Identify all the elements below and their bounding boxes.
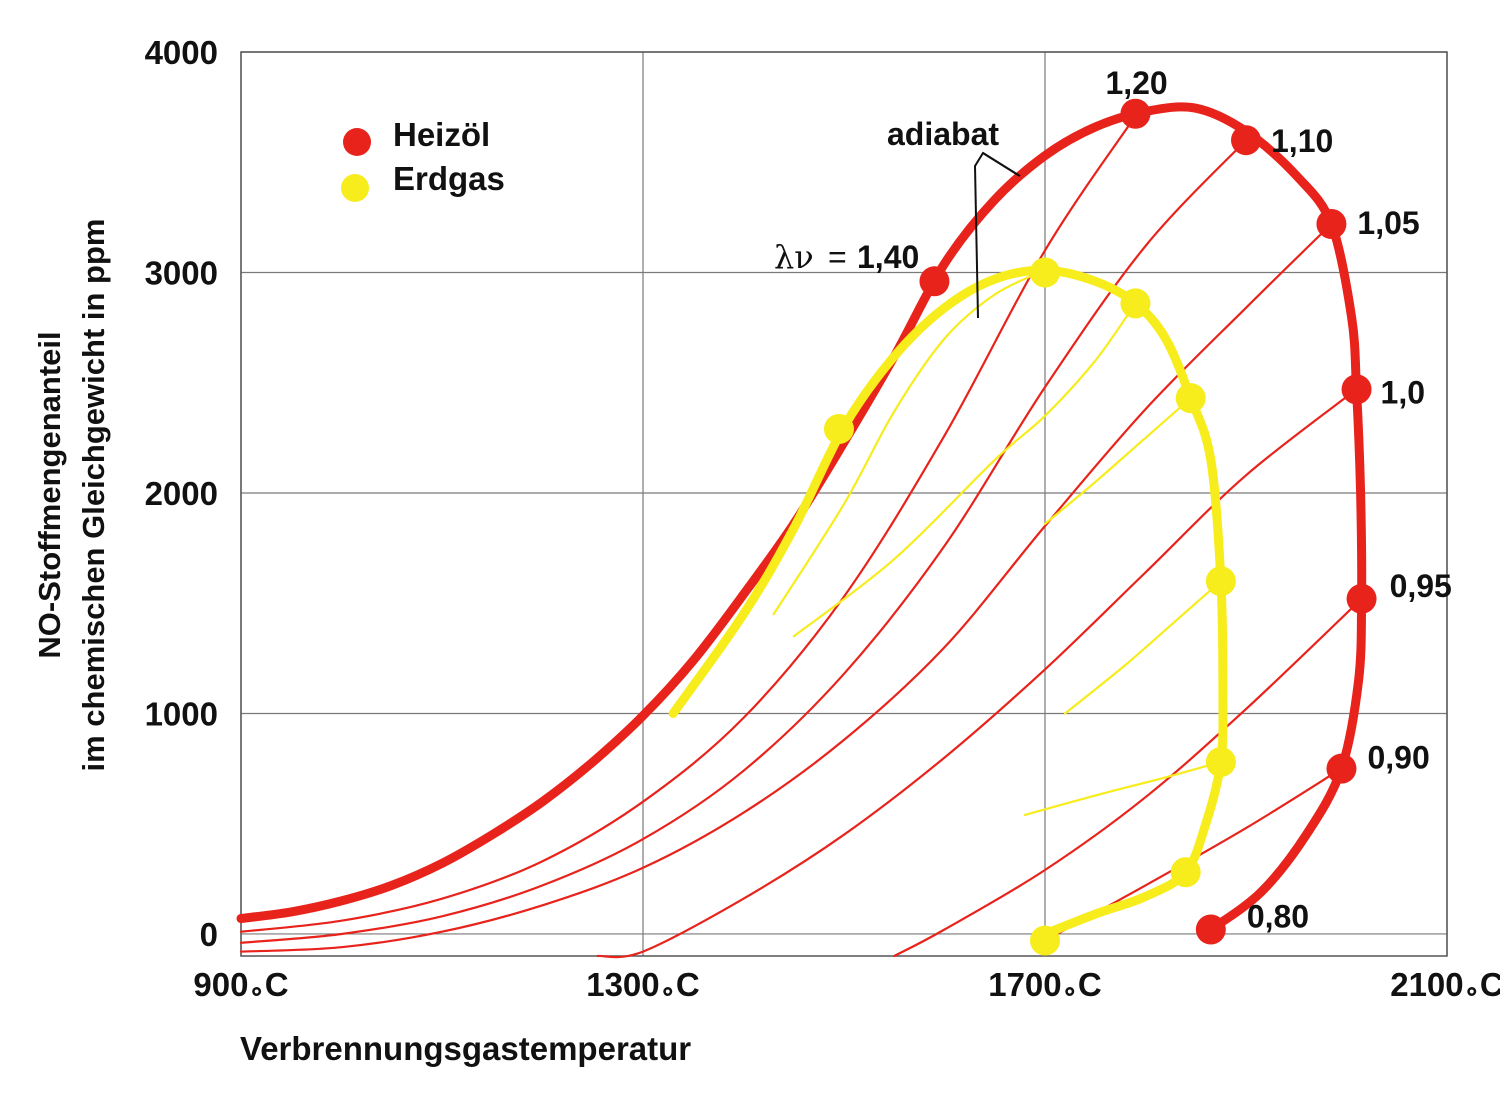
heizoel-marker-5 xyxy=(1346,583,1377,614)
lambda-label-4: 0,95 xyxy=(1390,568,1452,604)
marker-layer xyxy=(823,98,1377,956)
lambda-labels: 1,20 1,10 1,05 1,0 0,95 0,90 0,80 xyxy=(1105,65,1451,935)
erdgas-marker-2 xyxy=(1120,288,1151,319)
lambda-label-5: 0,90 xyxy=(1367,740,1429,776)
y-tick-label-3: 3000 xyxy=(145,254,218,291)
heizoel-marker-0 xyxy=(919,266,950,297)
x-tick-label-0: 900∘C xyxy=(193,966,288,1006)
lambda-label-0: 1,20 xyxy=(1105,65,1167,101)
lambda-symbol: λν xyxy=(774,238,814,276)
erdgas-isoline-10 xyxy=(1043,397,1192,525)
lambda-label-6: 0,80 xyxy=(1247,899,1309,935)
adiabat-leader-line-2 xyxy=(982,152,1019,176)
erdgas-adiabatic-envelope-7 xyxy=(668,265,1228,939)
erdgas-isoline-12 xyxy=(1023,760,1222,816)
lambda-label-1: 1,10 xyxy=(1271,123,1333,159)
lambda-annotation: λν = 1,40 xyxy=(774,238,919,276)
erdgas-marker-1 xyxy=(1030,257,1060,288)
plot-frame xyxy=(240,51,1448,957)
y-tick-label-0: 0 xyxy=(200,916,218,953)
y-tick-label-1: 1000 xyxy=(145,695,218,732)
x-tick-labels: 900∘C 1300∘C 1700∘C 2100∘C xyxy=(193,966,1500,1006)
heizoel-isoline-4 xyxy=(596,388,1358,959)
plot-border xyxy=(240,51,1448,957)
x-tick-label-2: 1700∘C xyxy=(988,966,1102,1006)
y-tick-label-4: 4000 xyxy=(145,34,218,71)
heizoel-marker-3 xyxy=(1316,208,1347,239)
heizoel-marker-2 xyxy=(1231,125,1261,156)
erdgas-isoline-9 xyxy=(792,302,1137,638)
adiabat-label: adiabat xyxy=(887,116,999,152)
heizoel-isoline-1 xyxy=(239,114,1137,933)
lambda-equals: = xyxy=(828,239,847,275)
erdgas-marker-5 xyxy=(1205,746,1236,777)
heizoel-isoline-2 xyxy=(239,139,1248,944)
legend: Heizöl Erdgas xyxy=(341,116,505,202)
legend-label-erdgas: Erdgas xyxy=(393,160,505,197)
erdgas-isoline-8 xyxy=(772,269,1047,616)
erdgas-marker-7 xyxy=(1030,925,1060,956)
erdgas-marker-0 xyxy=(823,414,854,445)
heizoel-marker-7 xyxy=(1195,914,1226,945)
y-axis-label: NO-Stoffmengenanteil im chemischen Gleic… xyxy=(32,219,111,772)
erdgas-marker-3 xyxy=(1175,383,1206,414)
y-tick-label-2: 2000 xyxy=(145,475,218,512)
erdgas-isoline-11 xyxy=(1064,580,1222,715)
heizoel-isoline-5 xyxy=(893,597,1363,958)
y-axis-label-line-1: NO-Stoffmengenanteil xyxy=(32,331,67,658)
legend-marker-heizoel xyxy=(343,128,371,156)
x-tick-label-3: 2100∘C xyxy=(1390,966,1500,1006)
series-layer xyxy=(236,102,1367,959)
heizoel-marker-6 xyxy=(1326,753,1357,784)
adiabat-annotation: adiabat xyxy=(887,116,1021,319)
x-axis-label: Verbrennungsgastemperatur xyxy=(240,1030,691,1067)
erdgas-marker-4 xyxy=(1205,566,1236,597)
x-tick-label-1: 1300∘C xyxy=(586,966,700,1006)
legend-label-heizoel: Heizöl xyxy=(393,116,490,153)
y-axis-label-line-2: im chemischen Gleichgewicht in ppm xyxy=(76,219,111,772)
lambda-label-3: 1,0 xyxy=(1381,375,1425,411)
erdgas-marker-6 xyxy=(1170,857,1201,888)
lambda-label-2: 1,05 xyxy=(1357,205,1419,241)
legend-marker-erdgas xyxy=(341,174,369,202)
heizoel-marker-1 xyxy=(1120,98,1151,129)
lambda-value-1-40: 1,40 xyxy=(857,239,919,275)
heizoel-marker-4 xyxy=(1341,374,1372,405)
heizoel-isoline-3 xyxy=(239,222,1333,953)
y-tick-labels: 0 1000 2000 3000 4000 xyxy=(145,34,218,953)
